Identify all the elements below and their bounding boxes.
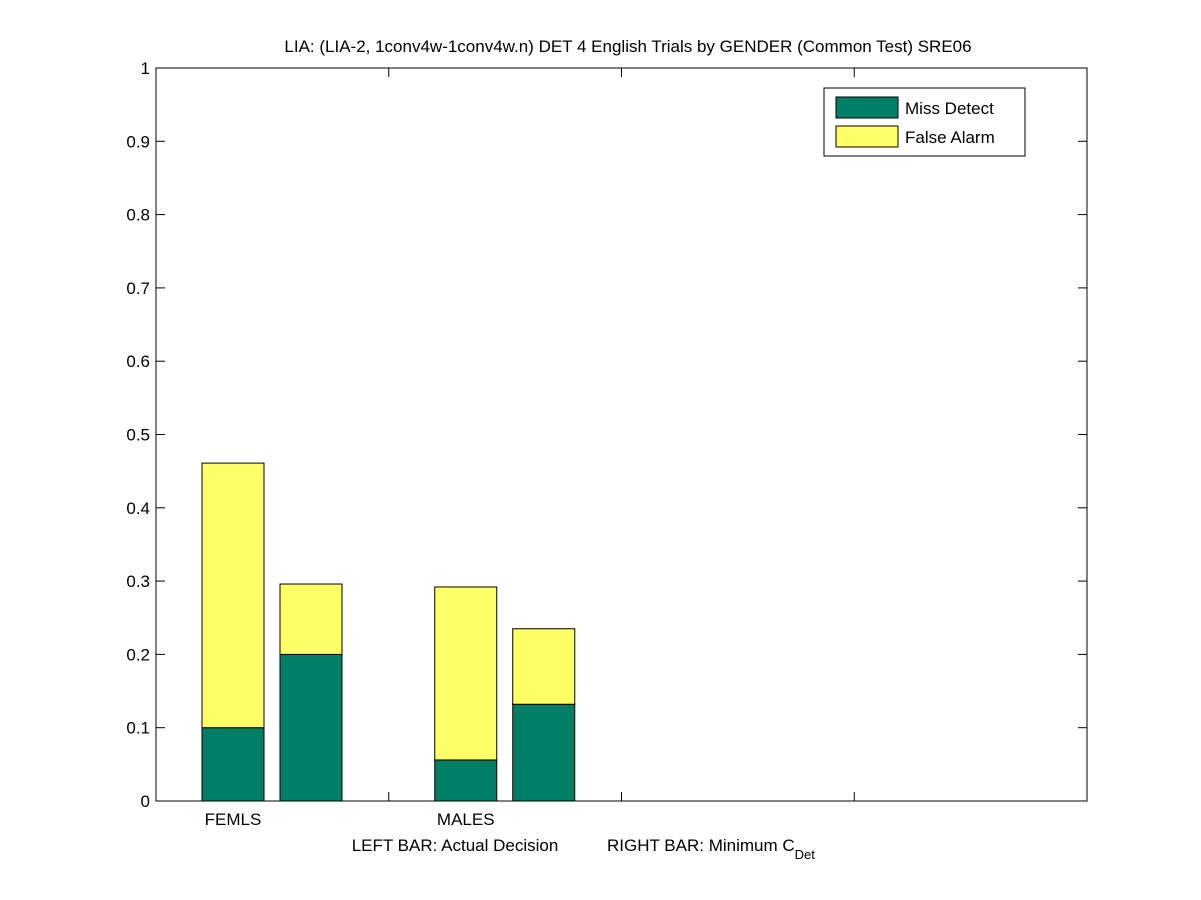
bars-layer xyxy=(201,462,576,802)
y-tick-label-5: 0.5 xyxy=(126,426,150,445)
legend-swatch-miss-detect xyxy=(835,96,899,119)
bar-males-minimum-c-det-false-alarm xyxy=(512,628,576,705)
legend: Miss Detect False Alarm xyxy=(823,87,1026,157)
x-axis-caption: LEFT BAR: Actual Decision RIGHT BAR: Min… xyxy=(352,836,816,862)
x-axis-label-right-sub: Det xyxy=(795,847,816,862)
y-tick-label-9: 0.9 xyxy=(126,132,150,151)
legend-label-false-alarm: False Alarm xyxy=(905,128,995,147)
x-tick-label-males: MALES xyxy=(437,810,495,829)
bar-femls-actual-decision-false-alarm xyxy=(201,462,265,729)
axes-layer: FEMLS MALES 0 0.1 0.2 0.3 0.4 0.5 0.6 0.7 0.8 0.9 1 xyxy=(126,59,1087,829)
x-tick-label-femls: FEMLS xyxy=(205,810,262,829)
y-tick-label-1: 0.1 xyxy=(126,719,150,738)
bar-males-minimum-c-det-miss-detect xyxy=(512,703,576,802)
y-tick-label-7: 0.7 xyxy=(126,279,150,298)
y-tick-label-10: 1 xyxy=(141,59,150,78)
x-axis-label-right-main: RIGHT BAR: Minimum C xyxy=(607,836,795,855)
y-tick-label-6: 0.6 xyxy=(126,352,150,371)
legend-swatch-false-alarm xyxy=(835,125,899,148)
y-tick-label-2: 0.2 xyxy=(126,645,150,664)
x-axis-label-left: LEFT BAR: Actual Decision xyxy=(352,836,559,855)
bar-males-actual-decision-false-alarm xyxy=(434,586,498,761)
x-axis-label-right: RIGHT BAR: Minimum CDet xyxy=(607,836,815,862)
bar-males-actual-decision-miss-detect xyxy=(434,759,498,802)
y-tick-label-0: 0 xyxy=(141,792,150,811)
y-tick-label-4: 0.4 xyxy=(126,499,150,518)
y-tick-label-8: 0.8 xyxy=(126,206,150,225)
bar-femls-minimum-c-det-miss-detect xyxy=(279,653,343,802)
legend-label-miss-detect: Miss Detect xyxy=(905,99,994,118)
bar-femls-actual-decision-miss-detect xyxy=(201,727,265,802)
bar-femls-minimum-c-det-false-alarm xyxy=(279,583,343,655)
chart-title: LIA: (LIA-2, 1conv4w-1conv4w.n) DET 4 En… xyxy=(284,37,971,56)
y-tick-label-3: 0.3 xyxy=(126,572,150,591)
